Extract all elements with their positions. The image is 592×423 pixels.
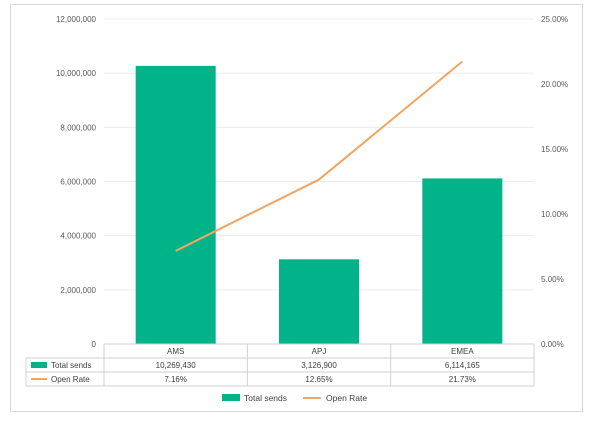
y-right-tick-label: 25.00%	[541, 15, 568, 24]
bar-ams	[135, 65, 216, 345]
table-cell-value: 7.16%	[164, 375, 187, 384]
table-series-name: Open Rate	[51, 375, 90, 384]
table-series-name: Total sends	[51, 361, 91, 370]
table-cell-value: 12.65%	[305, 375, 332, 384]
bar-apj	[279, 259, 359, 344]
category-label: APJ	[312, 347, 327, 356]
y-left-tick-label: 6,000,000	[60, 178, 96, 187]
y-right-tick-label: 10.00%	[541, 210, 568, 219]
y-left-tick-label: 8,000,000	[60, 123, 96, 132]
table-cell-value: 3,126,900	[301, 361, 337, 370]
category-label: AMS	[167, 347, 184, 356]
bar-emea	[422, 178, 503, 344]
y-left-tick-label: 2,000,000	[60, 286, 96, 295]
table-key-bar	[31, 362, 47, 368]
y-right-tick-label: 15.00%	[541, 145, 568, 154]
y-left-tick-label: 12,000,000	[56, 15, 97, 24]
legend-label: Open Rate	[326, 393, 367, 403]
open-rate-line	[175, 60, 463, 252]
legend-key-bar	[222, 394, 240, 401]
legend-label: Total sends	[244, 393, 287, 403]
table-cell-value: 10,269,430	[156, 361, 197, 370]
y-right-tick-label: 5.00%	[541, 275, 564, 284]
y-left-tick-label: 0	[92, 340, 97, 349]
y-right-tick-label: 0.00%	[541, 340, 564, 349]
table-cell-value: 6,114,165	[445, 361, 481, 370]
y-left-tick-label: 10,000,000	[56, 69, 97, 78]
category-label: EMEA	[451, 347, 474, 356]
y-left-tick-label: 4,000,000	[60, 232, 96, 241]
y-right-tick-label: 20.00%	[541, 80, 568, 89]
table-cell-value: 21.73%	[449, 375, 476, 384]
